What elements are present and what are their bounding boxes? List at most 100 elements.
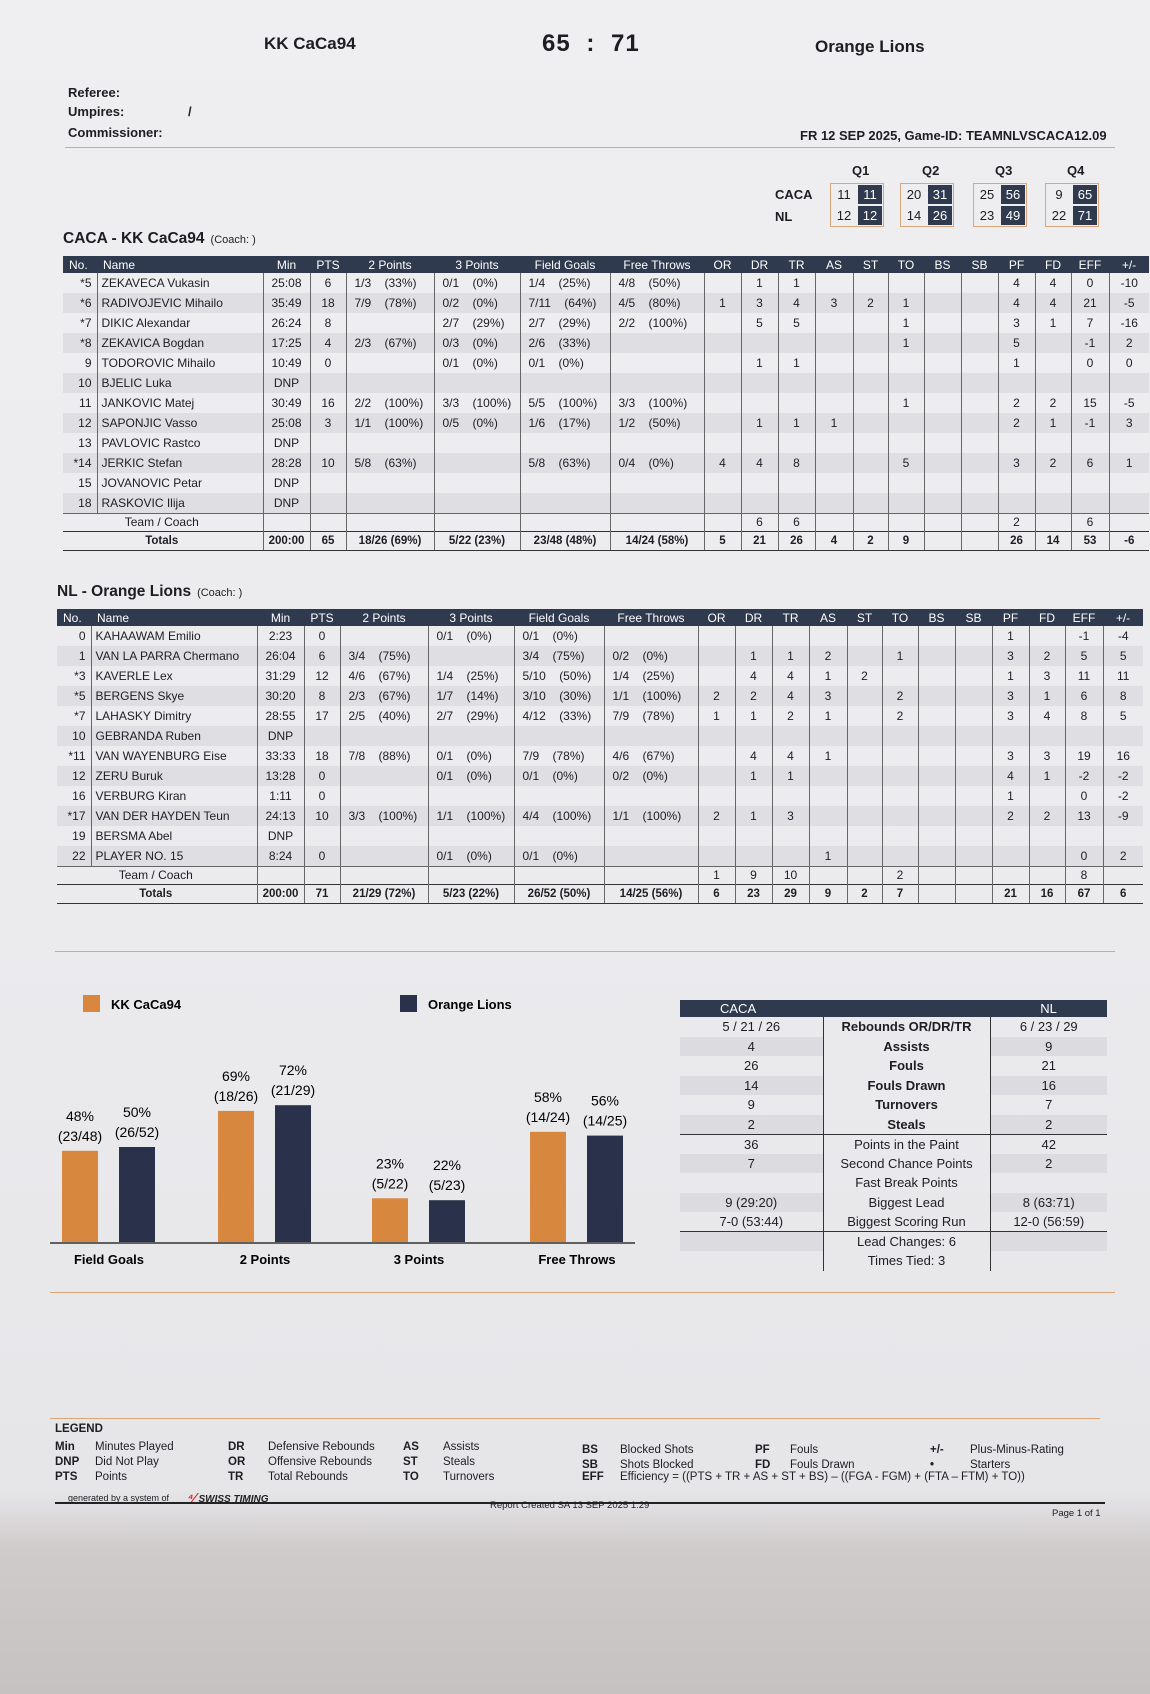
cell-minutes: 26:24	[262, 313, 310, 333]
referee-label: Referee:	[68, 85, 121, 100]
cell-def-reb	[740, 393, 778, 413]
cell-off-reb	[697, 626, 735, 646]
quarter-row: 12 12	[832, 206, 882, 225]
cell-shots-blocked	[960, 433, 998, 453]
stat-label: Fouls	[822, 1056, 991, 1076]
cell-three-points: 1/4 (25%)	[427, 666, 514, 686]
cell-plus-minus: -4	[1102, 626, 1143, 646]
total-field-goals: 23/48 (48%)	[519, 530, 610, 551]
cell-efficiency: 19	[1064, 746, 1103, 766]
total-fouls-drawn: 16	[1028, 883, 1065, 904]
cell-fouls-drawn	[1028, 626, 1065, 646]
divider	[50, 1292, 1115, 1293]
cell-efficiency	[1070, 493, 1109, 513]
cell-def-reb	[740, 473, 778, 493]
cell-turnovers	[881, 846, 918, 866]
home-value: 36	[680, 1133, 823, 1154]
cell-number: 0	[78, 629, 86, 643]
cell-def-reb: 6	[740, 512, 778, 531]
player-row: *14 JERKIC Stefan 28:28 10 5/8 (63%) 5/8 (63%…	[63, 453, 1149, 473]
category-label: 2 Points	[240, 1252, 291, 1267]
cell-fouls-drawn	[1028, 786, 1065, 806]
total-minutes: 200:00	[262, 530, 310, 551]
total-field-goals: 26/52 (50%)	[513, 883, 604, 904]
cell-efficiency	[1064, 726, 1103, 746]
cell-fouls	[991, 726, 1029, 746]
cell-tot-reb	[771, 726, 809, 746]
player-row: 10 BJELIC Luka DNP	[63, 373, 1149, 393]
column-header-number: No.	[57, 609, 91, 626]
total-tot-reb: 29	[771, 883, 809, 904]
cell-free-throws	[603, 826, 698, 846]
cell-steals	[846, 626, 882, 646]
team-coach-label: Team / Coach	[57, 865, 257, 884]
cell-two-points	[339, 626, 428, 646]
cell-minutes	[262, 512, 310, 531]
cell-def-reb	[734, 786, 772, 806]
cell-minutes: 25:08	[262, 273, 310, 293]
cell-name: VAN DER HAYDEN Teun	[90, 806, 257, 826]
cell-efficiency: 0	[1070, 353, 1109, 373]
column-header-two-points: 2 Points	[346, 256, 434, 273]
column-header-steals: ST	[853, 256, 888, 273]
cell-number: 10	[57, 726, 91, 746]
comparison-row: Times Tied: 3	[680, 1251, 1107, 1271]
cell-name: PAVLOVIC Rastco	[96, 433, 263, 453]
legend-desc: Defensive Rebounds	[268, 1441, 375, 1453]
cell-efficiency	[1064, 826, 1103, 846]
cell-shots-blocked	[960, 333, 998, 353]
total-off-reb: 5	[703, 530, 741, 551]
cell-tot-reb	[771, 846, 809, 866]
cell-blocks	[923, 273, 961, 293]
cell-assists	[814, 353, 853, 373]
cell-shots-blocked	[954, 846, 992, 866]
cell-three-points: 0/1 (0%)	[427, 626, 514, 646]
cell-blocks	[923, 333, 961, 353]
player-row: 9 TODOROVIC Mihailo 10:49 0 0/1 (0%) 0/1 (0%)…	[63, 353, 1149, 373]
cell-turnovers	[881, 826, 918, 846]
cell-minutes: 25:08	[262, 413, 310, 433]
cell-steals	[846, 686, 882, 706]
cell-number: *14	[63, 453, 97, 473]
quarter-points: 12	[836, 208, 852, 223]
player-row: 22 PLAYER NO. 15 8:24 0 0/1 (0%) 0/1 (0%) 1 0 2	[57, 846, 1143, 866]
category-label: 3 Points	[394, 1252, 445, 1267]
player-row: 18 RASKOVIC Ilija DNP	[63, 493, 1149, 513]
cell-minutes: 1:11	[256, 786, 304, 806]
quarter-box: 11 11 12 12	[830, 183, 884, 227]
total-assists: 9	[808, 883, 847, 904]
legend-label: KK CaCa94	[111, 997, 182, 1012]
game-info: FR 12 SEP 2025, Game-ID: TEAMNLVSCACA12.…	[800, 128, 1107, 143]
cell-assists	[814, 373, 853, 393]
cell-field-goals: 7/9 (78%)	[513, 746, 604, 766]
cell-def-reb: 5	[740, 313, 778, 333]
legend-abbr: Min	[55, 1441, 75, 1453]
cell-minutes: DNP	[262, 493, 310, 513]
away-code: NL	[990, 1000, 1107, 1017]
cell-field-goals	[519, 473, 610, 493]
cell-fouls: 5	[997, 333, 1035, 353]
cell-turnovers: 1	[887, 333, 924, 353]
home-value	[680, 1173, 823, 1193]
cell-blocks	[917, 726, 955, 746]
away-value: 2	[990, 1153, 1107, 1173]
cell-plus-minus	[1102, 726, 1143, 746]
column-header-fouls-drawn: FD	[1035, 256, 1071, 273]
cell-tot-reb: 2	[771, 706, 809, 726]
bar-ratio-label: (14/25)	[583, 1113, 627, 1129]
cell-three-points	[433, 433, 520, 453]
divider	[55, 951, 1115, 952]
cell-points	[309, 433, 346, 453]
total-efficiency: 67	[1064, 883, 1103, 904]
legend-desc: Offensive Rebounds	[268, 1456, 372, 1468]
away-score: 71	[611, 30, 640, 57]
column-header-points: PTS	[310, 256, 346, 273]
cell-points: 16	[309, 393, 346, 413]
cell-off-reb	[703, 333, 741, 353]
cell-shots-blocked	[960, 293, 998, 313]
legend-abbr: +/-	[930, 1444, 944, 1456]
quarter-points: 11	[837, 187, 851, 202]
away-value: 6 / 23 / 29	[1019, 1019, 1078, 1035]
column-header-steals: ST	[847, 609, 882, 626]
cell-steals	[846, 806, 882, 826]
